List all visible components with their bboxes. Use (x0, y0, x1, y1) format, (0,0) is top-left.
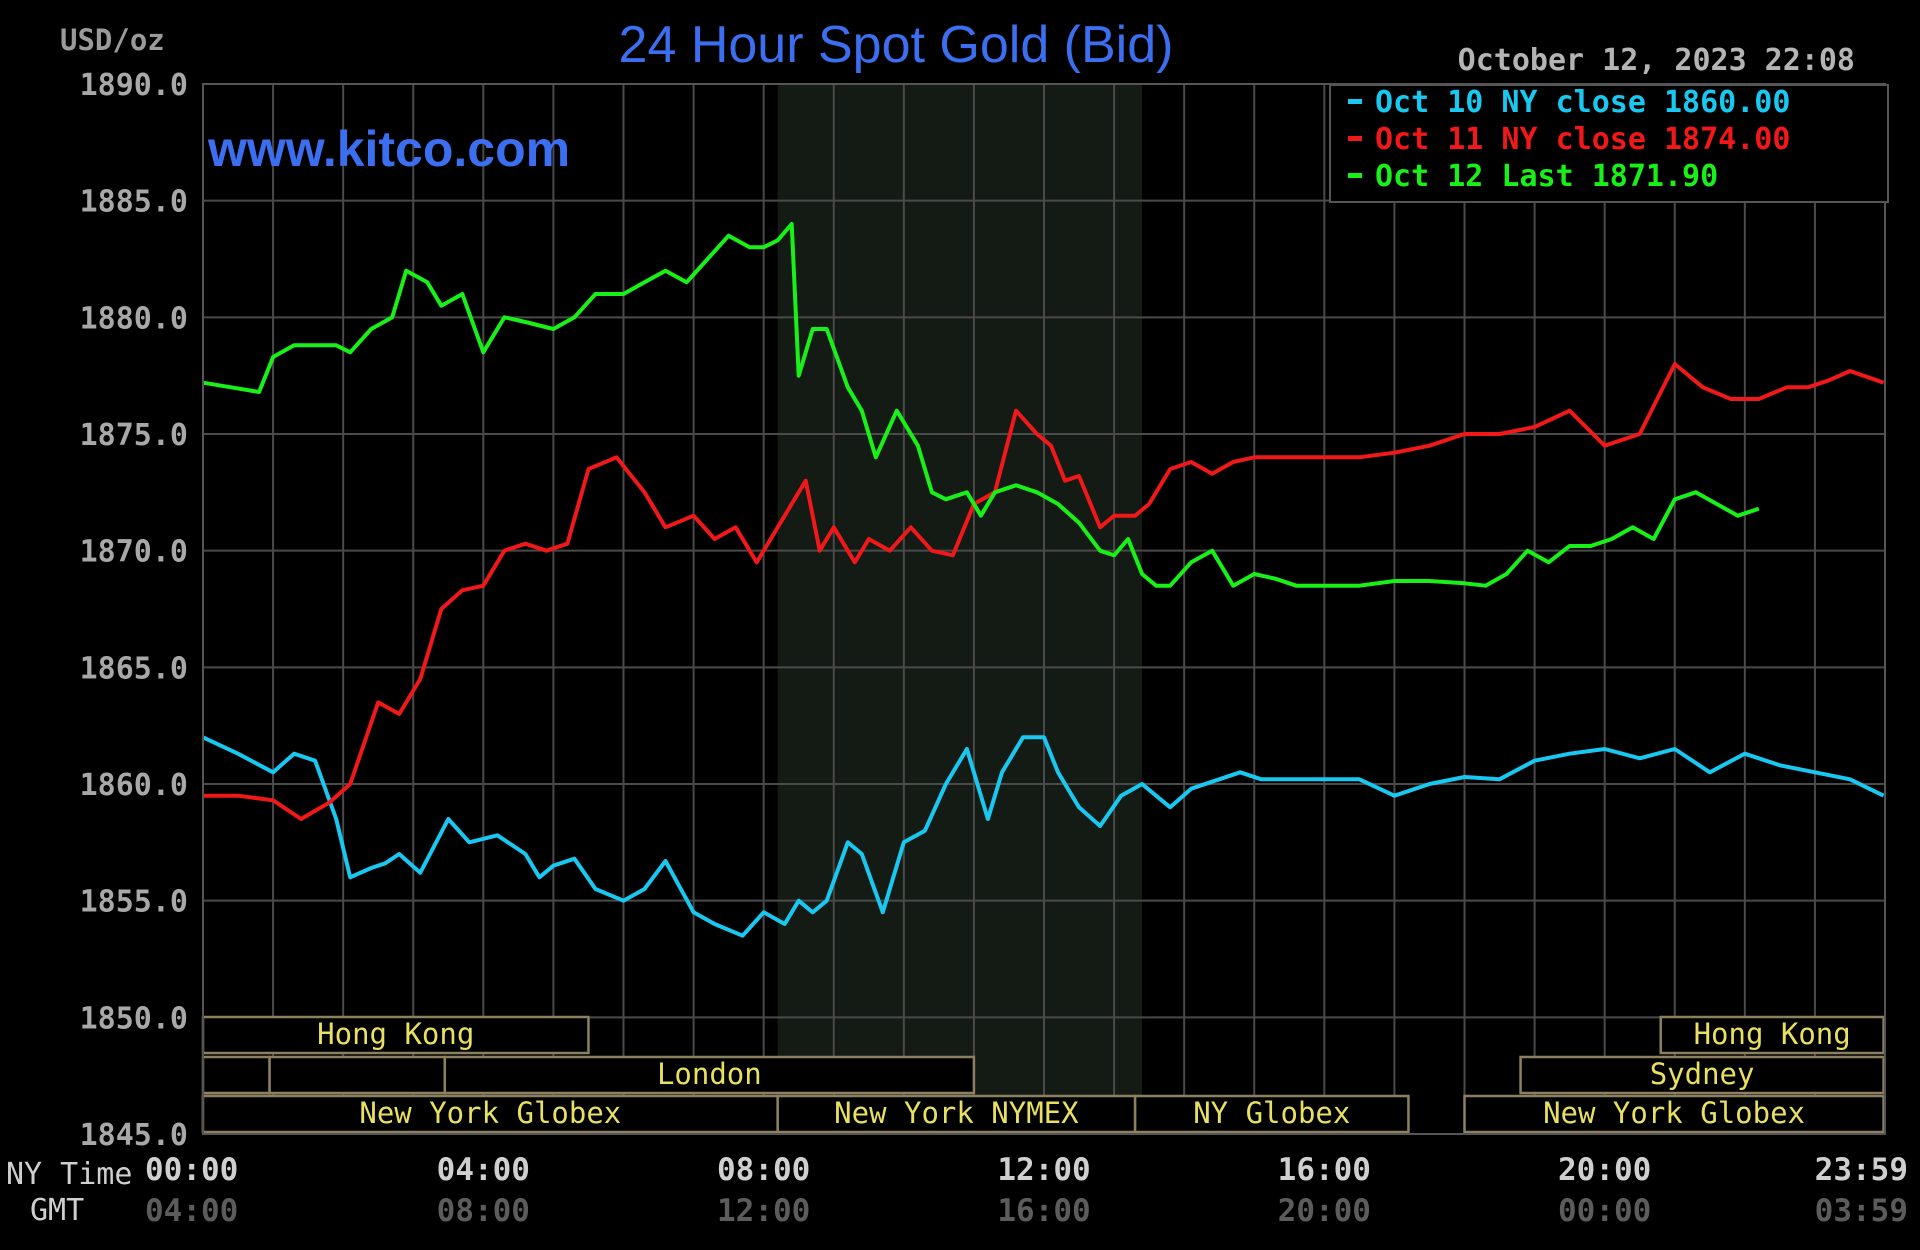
session-box (1463, 1094, 1885, 1134)
session-box (1133, 1094, 1410, 1134)
ny-time-row-label: NY Time (6, 1157, 132, 1192)
session-label: New York Globex (1543, 1096, 1805, 1130)
market-sessions: Hong Kong Hong Kong London Sydney New York G… (201, 1015, 1885, 1134)
x-tick-label-ny: 00:00 (145, 1152, 238, 1188)
x-tick-label-ny: 20:00 (1558, 1152, 1651, 1188)
legend-swatch-oct11 (1348, 136, 1362, 141)
price-series (202, 222, 1885, 938)
x-tick-label-gmt: 08:00 (437, 1193, 530, 1229)
x-tick-label-gmt: 20:00 (1278, 1193, 1371, 1229)
y-tick-label: 1870.0 (80, 535, 188, 570)
y-tick-label: 1875.0 (80, 418, 188, 453)
y-tick-label: 1880.0 (80, 301, 188, 336)
y-tick-label: 1890.0 (80, 68, 188, 103)
session-label: London (657, 1057, 762, 1091)
x-tick-labels: 00:00 04:00 04:00 08:00 08:00 12:00 12:00 16:00… (145, 1152, 1908, 1229)
x-tick-label-ny: 08:00 (717, 1152, 810, 1188)
x-tick-label-gmt: 12:00 (717, 1193, 810, 1229)
plot-border (202, 83, 1886, 1135)
x-tick-label-ny: 16:00 (1278, 1152, 1371, 1188)
y-tick-label: 1860.0 (80, 768, 188, 803)
session-label: New York NYMEX (834, 1096, 1079, 1130)
x-tick-label-gmt: 03:59 (1815, 1193, 1908, 1229)
y-tick-label: 1885.0 (80, 185, 188, 220)
session-label: New York Globex (359, 1096, 621, 1130)
y-tick-label: 1855.0 (80, 885, 188, 920)
watermark: www.kitco.com (207, 121, 570, 177)
legend: Oct 10 NY close 1860.00 Oct 11 NY close … (1329, 84, 1889, 203)
session-box (1519, 1055, 1885, 1095)
session-box (443, 1055, 976, 1095)
y-tick-label: 1845.0 (80, 1118, 188, 1153)
y-axis-unit-label: USD/oz (60, 23, 165, 57)
session-label: NY Globex (1193, 1096, 1350, 1130)
session-label: Hong Kong (1694, 1017, 1851, 1051)
y-tick-label: 1865.0 (80, 651, 188, 686)
legend-swatch-oct12 (1348, 173, 1362, 178)
x-tick-label-gmt: 04:00 (145, 1193, 238, 1229)
session-label: Sydney (1650, 1057, 1755, 1091)
series-line-0 (202, 735, 1885, 938)
session-box (201, 1015, 590, 1055)
session-box (776, 1094, 1137, 1134)
legend-box (1329, 84, 1889, 203)
session-label: Hong Kong (317, 1017, 474, 1051)
legend-oct11: Oct 11 NY close 1874.00 (1375, 122, 1790, 157)
timestamp: October 12, 2023 22:08 (1458, 43, 1855, 78)
y-tick-label: 1850.0 (80, 1001, 188, 1036)
session-box (201, 1055, 271, 1095)
session-box (268, 1055, 447, 1095)
chart-title: 24 Hour Spot Gold (Bid) (619, 16, 1174, 74)
series-line-2 (202, 222, 1760, 588)
x-tick-label-ny: 12:00 (997, 1152, 1090, 1188)
x-tick-label-ny: 23:59 (1815, 1152, 1908, 1188)
legend-oct10: Oct 10 NY close 1860.00 (1375, 85, 1790, 120)
session-box (1659, 1015, 1885, 1055)
legend-oct12: Oct 12 Last 1871.90 (1375, 159, 1718, 194)
y-tick-labels: 1890.0 1885.0 1880.0 1875.0 1870.0 1865.0 1860… (80, 68, 188, 1153)
gmt-row-label: GMT (30, 1193, 84, 1228)
x-tick-label-ny: 04:00 (437, 1152, 530, 1188)
x-tick-label-gmt: 00:00 (1558, 1193, 1651, 1229)
nymex-shaded-region (777, 84, 1143, 1134)
legend-swatch-oct10 (1348, 99, 1362, 104)
x-tick-label-gmt: 16:00 (997, 1193, 1090, 1229)
